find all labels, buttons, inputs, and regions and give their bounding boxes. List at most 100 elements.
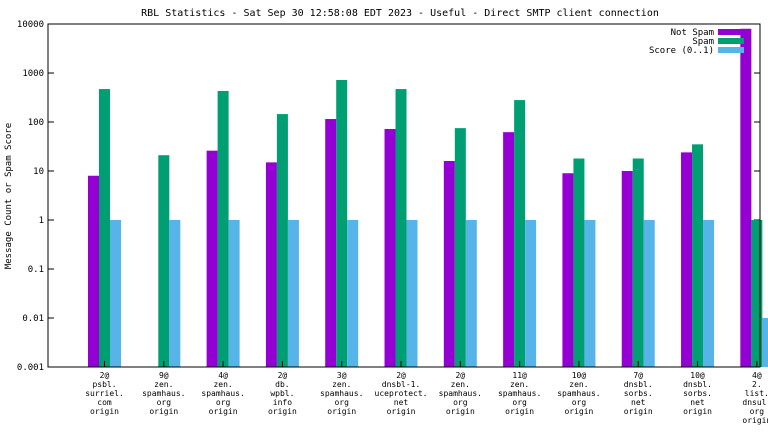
x-tick-label-line: 2@ bbox=[278, 371, 288, 380]
y-tick-label: 0.01 bbox=[22, 314, 44, 324]
y-axis-ticks: 0.001 0.01 0.1 1 10 100 1000 10000 bbox=[17, 20, 760, 373]
bar-score-0-1 bbox=[169, 220, 181, 367]
bar-not-spam bbox=[503, 132, 515, 367]
x-tick-label-line: org bbox=[157, 398, 172, 407]
x-tick-label-line: dnsbl. bbox=[683, 380, 712, 389]
bar-spam bbox=[692, 144, 704, 367]
bar-not-spam bbox=[325, 119, 337, 367]
bar-spam bbox=[573, 158, 585, 367]
x-tick-label-line: origin bbox=[327, 407, 356, 416]
bar-spam bbox=[158, 155, 170, 367]
x-tick-label-line: 10@ bbox=[572, 371, 587, 380]
x-tick-label: 2@ dnsbl-1. uceprotect. net origin bbox=[375, 371, 428, 416]
y-tick-label: 100 bbox=[28, 118, 44, 128]
bar-score-0-1 bbox=[703, 220, 715, 367]
bar-spam bbox=[751, 220, 763, 367]
x-tick-label-line: info bbox=[273, 398, 292, 407]
x-tick-label-line: spamhaus. bbox=[142, 389, 185, 398]
x-tick-label-line: 2. bbox=[752, 380, 762, 389]
bar-not-spam bbox=[740, 28, 752, 367]
x-tick-label-line: net bbox=[690, 398, 705, 407]
x-tick-label-line: origin bbox=[505, 407, 534, 416]
x-tick-label: 7@ dnsbl. sorbs. net origin bbox=[624, 371, 653, 416]
chart-title: RBL Statistics - Sat Sep 30 12:58:08 EDT… bbox=[141, 8, 659, 19]
x-tick-label-line: zen. bbox=[154, 380, 173, 389]
x-tick-label-line: org bbox=[572, 398, 587, 407]
legend-swatch bbox=[718, 47, 744, 53]
x-tick-label: 3@ zen. spamhaus. org origin bbox=[320, 371, 363, 416]
legend-label: Not Spam bbox=[671, 28, 714, 38]
bar-score-0-1 bbox=[525, 220, 537, 367]
x-tick-label-line: origin bbox=[742, 416, 768, 425]
x-tick-label-line: org bbox=[750, 407, 765, 416]
bar-score-0-1 bbox=[287, 220, 299, 367]
legend-label: Spam bbox=[692, 37, 714, 47]
bar-spam bbox=[514, 100, 526, 367]
x-tick-label-line: dnsbl. bbox=[624, 380, 653, 389]
x-tick-label-line: wpbl. bbox=[270, 389, 294, 398]
plot-frame bbox=[47, 23, 761, 368]
x-tick-label-line: uceprotect. bbox=[375, 389, 428, 398]
x-tick-label-line: 3@ bbox=[337, 371, 347, 380]
legend-swatch bbox=[718, 29, 744, 35]
x-tick-label-line: zen. bbox=[213, 380, 232, 389]
x-tick-label-line: spamhaus. bbox=[439, 389, 482, 398]
x-tick-label-line: list. bbox=[745, 389, 768, 398]
bar-not-spam bbox=[443, 160, 455, 367]
y-tick-label: 1 bbox=[39, 216, 44, 226]
x-tick-label-line: surriel. bbox=[85, 389, 124, 398]
x-tick-label-line: spamhaus. bbox=[557, 389, 600, 398]
bar-score-0-1 bbox=[762, 318, 768, 367]
bar-score-0-1 bbox=[228, 220, 240, 367]
bar-not-spam bbox=[206, 150, 218, 367]
bar-spam bbox=[336, 79, 348, 367]
x-tick-label-line: spamhaus. bbox=[201, 389, 244, 398]
legend-label: Score (0..1) bbox=[649, 46, 714, 56]
y-tick-label: 10 bbox=[33, 167, 44, 177]
bar-spam bbox=[395, 89, 407, 368]
x-tick-label-line: spamhaus. bbox=[498, 389, 541, 398]
x-tick-label-line: db. bbox=[275, 380, 289, 389]
x-tick-label-line: origin bbox=[268, 407, 297, 416]
legend-swatch bbox=[718, 38, 744, 44]
x-tick-label: 9@ zen. spamhaus. org origin bbox=[142, 371, 185, 416]
bar-score-0-1 bbox=[465, 220, 477, 367]
x-tick-label-line: spamhaus. bbox=[320, 389, 363, 398]
x-tick-label-line: sorbs. bbox=[683, 389, 712, 398]
x-tick-label-line: 9@ bbox=[159, 371, 169, 380]
x-tick-label-line: origin bbox=[446, 407, 475, 416]
x-tick-label-line: org bbox=[453, 398, 468, 407]
x-tick-label: 2@ db. wpbl. info origin bbox=[268, 371, 297, 416]
bar-not-spam bbox=[681, 152, 693, 367]
bar-score-0-1 bbox=[584, 220, 596, 367]
x-tick-label-line: origin bbox=[564, 407, 593, 416]
y-tick-label: 10000 bbox=[17, 20, 44, 30]
x-tick-label: 10@ zen. spamhaus. org origin bbox=[557, 371, 600, 416]
x-tick-label: 4@ zen. spamhaus. org origin bbox=[201, 371, 244, 416]
x-tick-label: 2@ zen. spamhaus. org origin bbox=[439, 371, 482, 416]
x-tick-label-line: org bbox=[512, 398, 527, 407]
x-tick-label: 2@ psbl. surriel. com origin bbox=[85, 371, 124, 416]
bar-score-0-1 bbox=[643, 220, 655, 367]
bars bbox=[88, 28, 768, 368]
y-axis-label: Message Count or Spam Score bbox=[4, 123, 14, 269]
bar-spam bbox=[454, 128, 466, 367]
bar-spam bbox=[217, 90, 229, 367]
y-tick-label: 1000 bbox=[22, 69, 44, 79]
x-tick-label-line: origin bbox=[149, 407, 178, 416]
x-tick-label-line: 2@ bbox=[455, 371, 465, 380]
x-tick-label-line: sorbs. bbox=[624, 389, 653, 398]
y-tick-label: 0.1 bbox=[28, 265, 44, 275]
x-tick-label-line: 4@ bbox=[752, 371, 762, 380]
x-tick-label-line: com bbox=[97, 398, 112, 407]
bar-spam bbox=[632, 158, 644, 367]
x-tick-label-line: org bbox=[216, 398, 231, 407]
x-tick-label-line: zen. bbox=[569, 380, 588, 389]
bar-not-spam bbox=[88, 175, 99, 367]
bar-spam bbox=[99, 89, 110, 368]
x-tick-label-line: psbl. bbox=[92, 380, 116, 389]
x-tick-label: 10@ dnsbl. sorbs. net origin bbox=[683, 371, 712, 416]
